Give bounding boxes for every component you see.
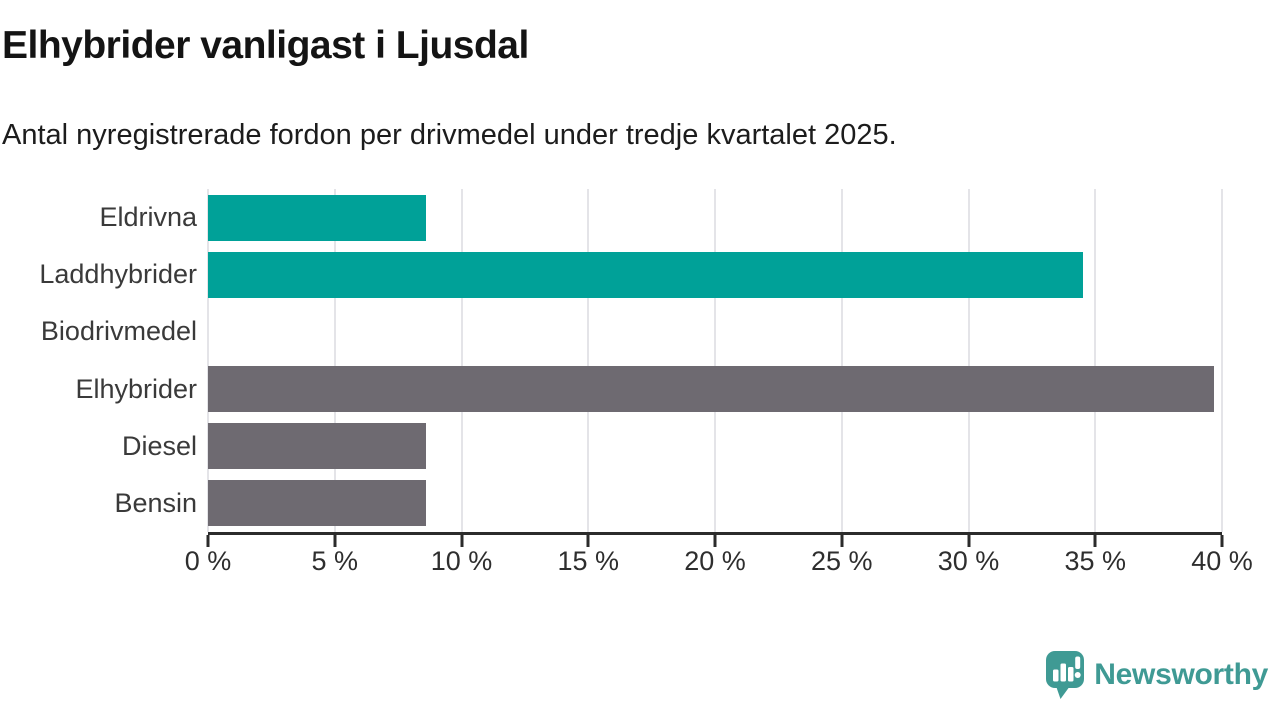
axis-tick	[206, 535, 210, 547]
bar-diesel	[208, 423, 426, 470]
axis-tick	[967, 535, 970, 547]
axis-tick-label: 35 %	[1064, 546, 1127, 576]
bar-eldrivna	[208, 194, 426, 241]
gridline	[714, 189, 716, 532]
y-axis-labels: Eldrivna Laddhybrider Biodrivmedel Elhybrid…	[0, 189, 197, 532]
chart-title: Elhybrider vanligast i Ljusdal	[2, 24, 529, 67]
gridline	[1221, 189, 1223, 532]
brand-name: Newsworthy	[1094, 658, 1268, 691]
gridline	[587, 189, 590, 532]
bar-bensin	[208, 480, 426, 527]
axis-tick	[586, 535, 590, 547]
newsworthy-logo: Newsworthy	[1045, 650, 1268, 700]
gridline	[967, 189, 970, 532]
gridline	[207, 189, 209, 532]
axis-tick-label: 5 %	[311, 546, 359, 576]
axis-tick-label: 25 %	[810, 546, 873, 576]
axis-tick	[840, 535, 844, 547]
category-label: Biodrivmedel	[40, 316, 197, 347]
axis-tick	[1220, 535, 1224, 547]
chart-subtitle: Antal nyregistrerade fordon per drivmede…	[2, 119, 897, 151]
axis-tick	[333, 535, 337, 547]
axis-tick-label: 40 %	[1191, 546, 1253, 576]
gridline	[460, 189, 463, 532]
category-label: Bensin	[114, 487, 197, 518]
category-label: Diesel	[121, 430, 197, 461]
axis-tick	[1093, 535, 1097, 547]
axis-tick-label: 30 %	[937, 546, 1000, 576]
axis-tick-label: 20 %	[684, 546, 746, 576]
axis-tick	[713, 535, 717, 547]
category-label: Eldrivna	[99, 202, 197, 233]
bar-laddhybrider	[208, 251, 1083, 298]
axis-tick-label: 15 %	[557, 546, 620, 576]
category-label: Laddhybrider	[39, 259, 197, 290]
gridline	[333, 189, 336, 532]
plot-area: 0 % 5 % 10 % 15 % 20 % 25 % 30 % 35 % 40 %	[185, 189, 1253, 576]
gridline	[1094, 189, 1097, 532]
bar-elhybrider	[208, 366, 1215, 413]
category-label: Elhybrider	[75, 373, 197, 404]
axis-tick	[460, 535, 463, 547]
bar-chart: Eldrivna Laddhybrider Biodrivmedel Elhybrid…	[0, 189, 1253, 576]
newsworthy-speech-bubble-bars-icon	[1046, 651, 1085, 699]
gridline	[840, 189, 843, 532]
axis-tick-label: 10 %	[430, 546, 493, 576]
axis-tick-label: 0 %	[184, 546, 232, 576]
